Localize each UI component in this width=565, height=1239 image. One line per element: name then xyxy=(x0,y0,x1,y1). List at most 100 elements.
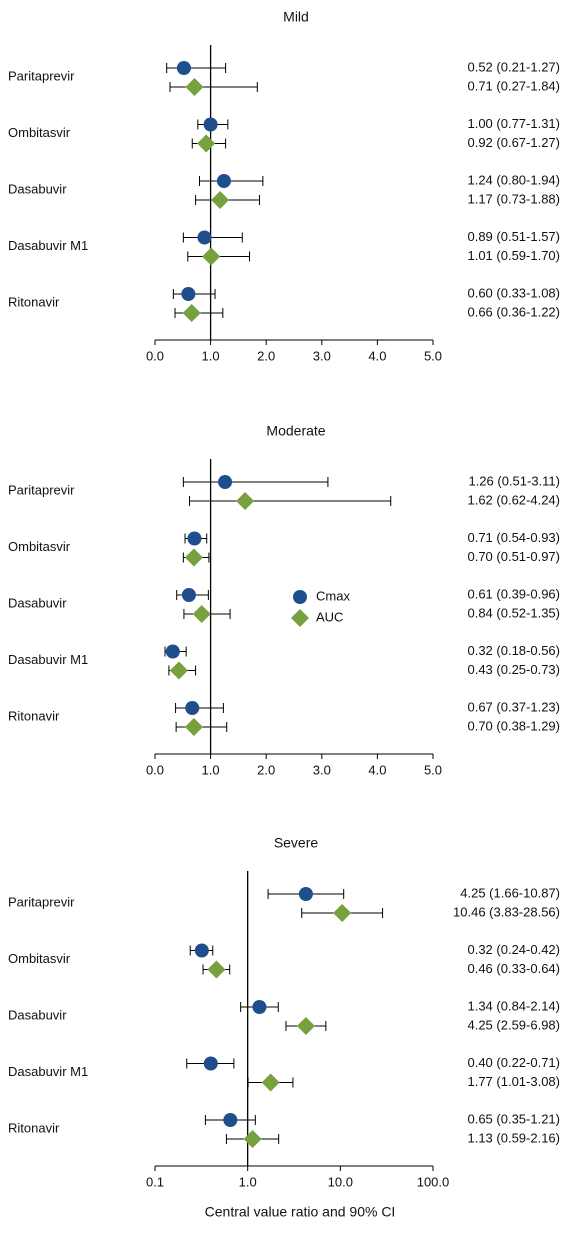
x-tick-label: 0.1 xyxy=(146,1174,164,1189)
auc-marker xyxy=(184,718,203,736)
value-label: 0.32 (0.18-0.56) xyxy=(467,643,560,658)
value-label: 4.25 (1.66-10.87) xyxy=(460,885,560,900)
value-label: 1.17 (0.73-1.88) xyxy=(467,191,560,206)
value-label: 0.70 (0.51-0.97) xyxy=(467,549,560,564)
category-label: Dasabuvir xyxy=(8,1007,67,1022)
category-label: Paritaprevir xyxy=(8,68,75,83)
auc-marker xyxy=(185,78,204,96)
auc-marker xyxy=(211,191,230,209)
value-label: 10.46 (3.83-28.56) xyxy=(453,904,560,919)
x-tick-label: 0.0 xyxy=(146,762,164,777)
category-label: Ritonavir xyxy=(8,1120,60,1135)
x-tick-label: 3.0 xyxy=(313,348,331,363)
panel-title: Severe xyxy=(274,835,319,851)
auc-marker xyxy=(207,960,226,979)
category-label: Ritonavir xyxy=(8,294,60,309)
auc-marker xyxy=(243,1130,262,1148)
x-tick-label: 100.0 xyxy=(417,1174,450,1189)
x-tick-label: 4.0 xyxy=(368,348,386,363)
value-label: 0.89 (0.51-1.57) xyxy=(467,229,560,244)
x-tick-label: 1.0 xyxy=(202,762,220,777)
x-tick-label: 1.0 xyxy=(239,1174,257,1189)
cmax-marker xyxy=(187,531,202,546)
panel-title: Moderate xyxy=(266,423,325,439)
value-label: 0.65 (0.35-1.21) xyxy=(467,1111,560,1126)
cmax-marker xyxy=(203,117,218,132)
auc-marker xyxy=(333,904,352,922)
x-tick-label: 0.0 xyxy=(146,348,164,363)
value-label: 1.62 (0.62-4.24) xyxy=(467,492,560,507)
value-label: 1.01 (0.59-1.70) xyxy=(467,248,560,263)
cmax-marker xyxy=(197,230,212,245)
x-tick-label: 2.0 xyxy=(257,762,275,777)
value-label: 0.46 (0.33-0.64) xyxy=(467,961,560,976)
auc-marker xyxy=(169,661,188,680)
cmax-marker xyxy=(223,1113,238,1127)
category-label: Paritaprevir xyxy=(8,482,75,497)
value-label: 0.70 (0.38-1.29) xyxy=(467,718,560,733)
x-tick-label: 10.0 xyxy=(328,1174,353,1189)
category-label: Ombitasvir xyxy=(8,539,71,554)
auc-marker xyxy=(192,605,211,623)
cmax-marker xyxy=(218,475,233,489)
category-label: Dasabuvir M1 xyxy=(8,652,88,667)
auc-marker xyxy=(184,548,203,567)
value-label: 0.61 (0.39-0.96) xyxy=(467,586,560,601)
auc-marker xyxy=(182,304,201,322)
cmax-marker xyxy=(165,644,180,659)
cmax-marker xyxy=(181,287,196,301)
x-tick-label: 4.0 xyxy=(368,762,386,777)
x-tick-label: 5.0 xyxy=(424,348,442,363)
value-label: 1.00 (0.77-1.31) xyxy=(467,116,560,131)
value-label: 0.71 (0.27-1.84) xyxy=(467,78,560,93)
x-tick-label: 3.0 xyxy=(313,762,331,777)
value-label: 0.60 (0.33-1.08) xyxy=(467,285,560,300)
value-label: 1.34 (0.84-2.14) xyxy=(467,998,560,1013)
auc-marker xyxy=(296,1017,315,1035)
cmax-marker xyxy=(216,174,231,188)
cmax-marker xyxy=(181,588,196,602)
value-label: 4.25 (2.59-6.98) xyxy=(467,1017,560,1032)
cmax-marker xyxy=(298,887,313,901)
value-label: 0.40 (0.22-0.71) xyxy=(467,1055,560,1070)
x-tick-label: 2.0 xyxy=(257,348,275,363)
legend-label: AUC xyxy=(316,609,343,624)
category-label: Ombitasvir xyxy=(8,125,71,140)
auc-marker xyxy=(261,1073,280,1092)
category-label: Dasabuvir M1 xyxy=(8,1064,88,1079)
value-label: 0.84 (0.52-1.35) xyxy=(467,605,560,620)
value-label: 0.43 (0.25-0.73) xyxy=(467,662,560,677)
auc-marker xyxy=(197,134,216,153)
x-tick-label: 1.0 xyxy=(202,348,220,363)
value-label: 1.26 (0.51-3.11) xyxy=(468,473,560,488)
category-label: Dasabuvir xyxy=(8,181,67,196)
value-label: 0.92 (0.67-1.27) xyxy=(467,135,560,150)
x-tick-label: 5.0 xyxy=(424,762,442,777)
auc-marker xyxy=(202,247,221,266)
cmax-marker xyxy=(252,1000,267,1014)
cmax-marker xyxy=(194,943,209,958)
value-label: 0.52 (0.21-1.27) xyxy=(467,59,560,74)
legend-marker xyxy=(293,590,307,604)
legend-marker xyxy=(291,609,309,627)
legend-label: Cmax xyxy=(316,588,350,603)
category-label: Dasabuvir xyxy=(8,595,67,610)
panel-title: Mild xyxy=(283,9,309,25)
value-label: 1.24 (0.80-1.94) xyxy=(467,172,560,187)
auc-marker xyxy=(236,492,255,510)
category-label: Ombitasvir xyxy=(8,951,71,966)
value-label: 1.13 (0.59-2.16) xyxy=(467,1130,560,1145)
category-label: Ritonavir xyxy=(8,708,60,723)
cmax-marker xyxy=(176,61,191,75)
value-label: 0.67 (0.37-1.23) xyxy=(467,699,560,714)
value-label: 0.66 (0.36-1.22) xyxy=(467,304,560,319)
value-label: 1.77 (1.01-3.08) xyxy=(467,1074,560,1089)
cmax-marker xyxy=(185,701,200,715)
category-label: Paritaprevir xyxy=(8,894,75,909)
cmax-marker xyxy=(203,1056,218,1071)
x-axis-label: Central value ratio and 90% CI xyxy=(205,1204,396,1220)
value-label: 0.71 (0.54-0.93) xyxy=(467,530,560,545)
category-label: Dasabuvir M1 xyxy=(8,238,88,253)
value-label: 0.32 (0.24-0.42) xyxy=(467,942,560,957)
